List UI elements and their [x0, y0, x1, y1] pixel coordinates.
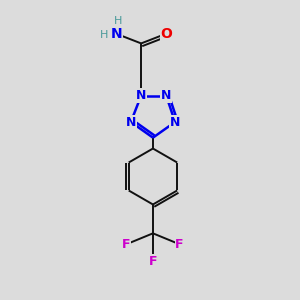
- Text: H: H: [113, 16, 122, 26]
- Text: F: F: [175, 238, 184, 251]
- Text: F: F: [149, 255, 157, 268]
- Text: N: N: [170, 116, 180, 128]
- Text: N: N: [126, 116, 136, 128]
- Text: O: O: [160, 27, 172, 41]
- Text: F: F: [122, 238, 131, 251]
- Text: N: N: [110, 27, 122, 41]
- Text: N: N: [161, 89, 171, 102]
- Text: H: H: [100, 30, 108, 40]
- Text: N: N: [136, 89, 146, 102]
